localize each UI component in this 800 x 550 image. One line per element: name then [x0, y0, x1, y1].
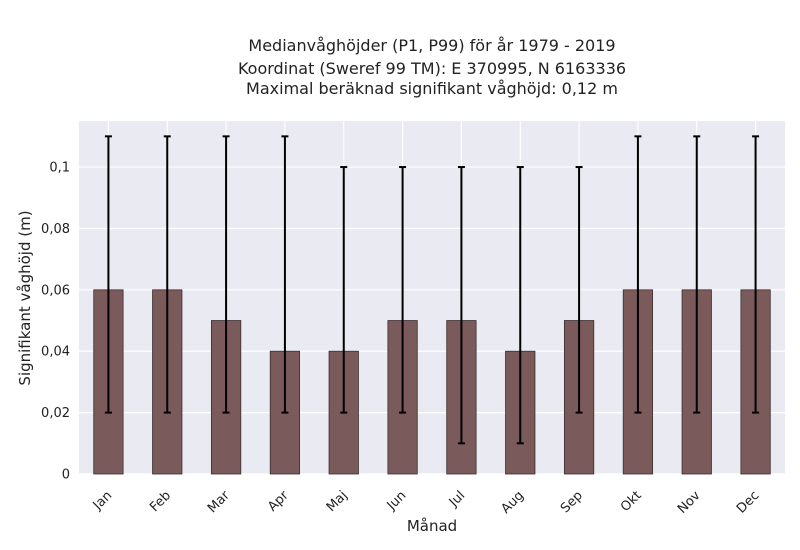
x-tick-label: Dec	[734, 488, 762, 516]
error-bars	[104, 135, 760, 445]
x-tick-label: Jan	[90, 488, 115, 513]
chart-title-line-2: Koordinat (Sweref 99 TM): E 370995, N 61…	[238, 59, 626, 78]
y-tick-label: 0,08	[41, 222, 70, 237]
y-tick-label: 0,02	[41, 406, 70, 421]
y-tick-label: 0,1	[49, 161, 70, 176]
x-tick-label: Maj	[324, 488, 351, 515]
y-axis-ticks: 0 0,02 0,04 0,06 0,08 0,1	[41, 161, 70, 483]
x-axis-ticks: Jan Feb Mar Apr Maj Jun Jul Aug Sep Okt Nov Dec	[90, 488, 763, 517]
x-tick-label: Okt	[618, 488, 645, 515]
chart-title-line-1: Medianvåghöjder (P1, P99) för år 1979 - …	[248, 36, 615, 55]
y-axis-label: Signifikant våghöjd (m)	[16, 210, 34, 385]
x-tick-label: Jul	[446, 488, 468, 510]
y-tick-label: 0,04	[41, 345, 70, 360]
x-tick-label: Sep	[558, 488, 586, 516]
x-tick-label: Aug	[499, 488, 528, 517]
chart-title-line-3: Maximal beräknad signifikant våghöjd: 0,…	[246, 79, 618, 98]
x-tick-label: Mar	[205, 488, 233, 516]
x-tick-label: Apr	[265, 488, 292, 515]
x-tick-label: Feb	[147, 488, 174, 515]
x-axis-label: Månad	[407, 517, 457, 535]
y-tick-label: 0	[62, 468, 70, 483]
y-tick-label: 0,06	[41, 283, 70, 298]
x-tick-label: Nov	[675, 488, 704, 517]
x-tick-label: Jun	[384, 488, 410, 514]
plot-area	[79, 121, 785, 474]
